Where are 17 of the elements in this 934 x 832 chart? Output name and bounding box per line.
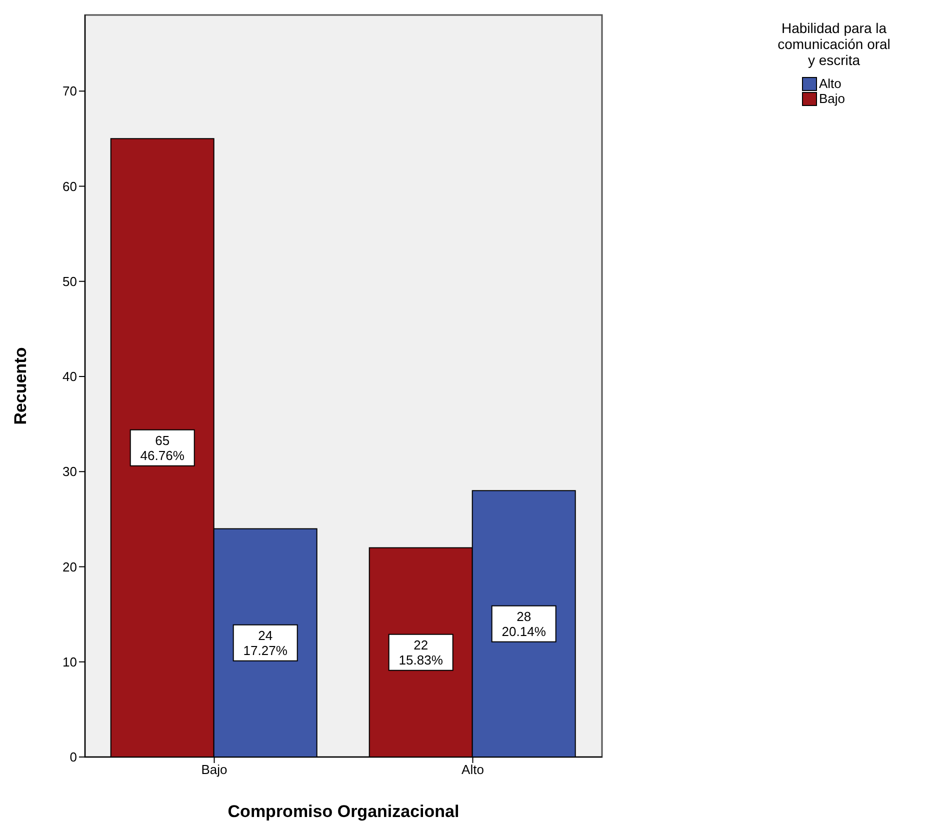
y-tick-label: 70: [62, 84, 77, 99]
x-axis-title: Compromiso Organizacional: [228, 802, 460, 821]
y-tick-label: 50: [62, 274, 77, 289]
data-label: 22 15.83%: [398, 637, 444, 668]
y-tick-label: 0: [70, 750, 77, 765]
data-label: 24 17.27%: [243, 628, 288, 658]
legend-label: Alto: [819, 76, 842, 91]
y-tick-label: 10: [62, 654, 77, 670]
data-label: 65 46.76%: [140, 432, 185, 463]
legend-title: Habilidad para la comunicación oral y escrita: [776, 20, 892, 68]
y-tick-label: 30: [62, 464, 77, 480]
legend-label: Bajo: [819, 91, 846, 106]
y-tick-label: 40: [62, 369, 77, 384]
data-label: 28 20.14%: [502, 608, 546, 639]
y-tick-label: 20: [62, 559, 77, 574]
y-axis-title: Recuento: [11, 347, 30, 425]
y-tick-label: 60: [62, 178, 77, 194]
